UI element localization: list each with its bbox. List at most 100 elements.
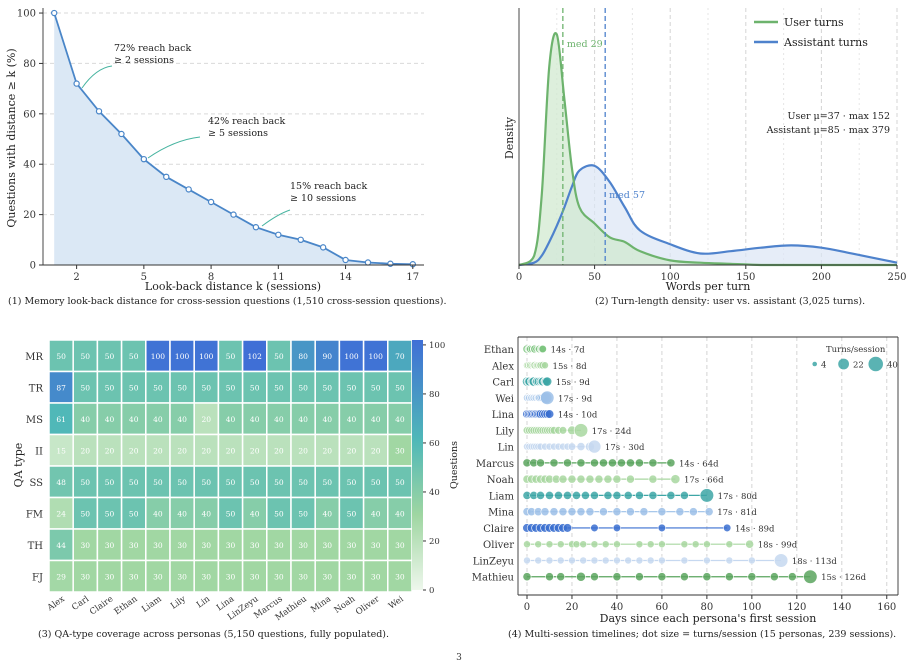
timeline-persona-label: Wei [495,394,514,405]
heatmap-cell-value: 50 [250,478,260,487]
timeline-session-dot [541,361,549,370]
timeline-session-dot [646,540,655,549]
heatmap-cell-value: 90 [323,352,333,361]
timeline-session-dot [691,540,700,549]
heatmap-cell-value: 50 [81,478,91,487]
heatmap-cell-value: 30 [371,572,381,581]
p1-xtick-label: 11 [272,272,285,283]
p4-legend-title: Turns/session [826,345,886,355]
p1-point [163,173,170,181]
heatmap-cell-value: 50 [129,509,139,518]
p3-caption: (3) QA-type coverage across personas (5,… [38,629,389,640]
timeline-session-dot [599,507,608,517]
heatmap-cell [145,528,171,562]
timeline-session-dot [572,490,581,500]
heatmap-cell [338,402,365,436]
heatmap-cell-value: 80 [298,352,308,361]
heatmap-cell-value: 50 [274,352,284,361]
heatmap-cell-value: 30 [250,572,260,581]
timeline-session-dot [773,553,789,568]
p1-point [207,198,215,206]
heatmap-cell-value: 24 [56,509,66,518]
colorbar-tick-label: 100 [429,341,445,351]
p3-ylabel: QA type [12,443,25,488]
heatmap-cell [193,402,220,436]
panel-timelines: Ethan 14s · 7d Alex 15s · 8d Carl 15s · 9d Wei… [472,336,899,640]
timeline-session-dot [623,490,633,500]
timeline-session-dot [540,390,555,405]
heatmap-cell-value: 30 [226,541,236,550]
heatmap-cell [387,402,413,436]
timeline-session-dot [725,556,734,565]
p4-xtick-label: 100 [742,602,761,613]
heatmap-cell [241,402,268,436]
heatmap-cell [145,559,171,593]
user-density-area [519,33,897,265]
heatmap-cell [48,339,74,373]
heatmap-cell [266,559,292,593]
timeline-row: Oliver 18s · 99d [483,539,798,551]
timeline-session-dot [747,556,756,565]
heatmap-row-label: FM [26,509,43,520]
heatmap-cell-value: 100 [369,352,384,361]
heatmap-cell [193,465,220,499]
heatmap-cell-value: 50 [298,383,308,392]
p1-ytick-label: 40 [23,160,36,171]
heatmap-cell-value: 30 [323,572,333,581]
timeline-session-dot [590,556,599,565]
heatmap-cell-value: 50 [298,509,308,518]
timeline-persona-label: LinZeyu [473,556,515,567]
p1-annotation-2b: ≥ 5 sessions [208,128,268,139]
timeline-session-dot [603,474,613,484]
heatmap-cell [217,339,244,373]
heatmap-cell [72,559,99,593]
timeline-persona-label: Lin [498,443,515,454]
panel-heatmap: 50 50 50 50 100 100 100 50 102 50 80 90 100 100 70 87 50… [12,339,460,640]
colorbar-label: Questions [449,441,460,489]
heatmap-row-label: FJ [32,572,43,583]
timeline-session-dot [563,490,572,500]
timeline-session-dot [666,490,676,500]
heatmap-cell-value: 100 [151,352,166,361]
heatmap-cell-value: 50 [105,478,115,487]
heatmap-cell [290,496,316,530]
heatmap-cell-value: 15 [56,446,66,455]
heatmap-cell-value: 40 [274,415,284,424]
timeline-session-dot [612,523,622,533]
heatmap-cell-value: 50 [81,509,91,518]
heatmap-cell-value: 44 [56,541,66,550]
heatmap-cell-value: 40 [81,415,91,424]
heatmap-cell-value: 30 [298,541,308,550]
timeline-session-dot [536,458,545,468]
timeline-persona-label: Alex [491,361,514,372]
p4-legend-dot [838,358,849,370]
heatmap-cell-value: 40 [395,415,405,424]
heatmap-cell-value: 50 [226,352,236,361]
heatmap-cell-value: 50 [81,352,91,361]
timeline-session-dot [657,523,667,533]
heatmap-cell-value: 20 [371,446,381,455]
heatmap-cell-value: 50 [129,352,139,361]
heatmap-cell [96,433,123,467]
timeline-session-dot [635,490,644,500]
timeline-session-dot [635,572,644,582]
timeline-row: Mathieu 15s · 126d [472,569,867,584]
heatmap-cell-value: 40 [250,509,260,518]
timeline-session-dot [536,490,545,500]
heatmap-cell [72,433,99,467]
timeline-session-dot [590,490,599,500]
timeline-summary-label: 15s · 8d [553,362,588,372]
heatmap-cell-value: 50 [105,509,115,518]
timeline-persona-label: Lina [492,410,514,421]
p4-legend-label: 4 [821,361,826,371]
p4-xtick-label: 80 [701,602,714,613]
colorbar-tick-label: 20 [429,537,440,547]
heatmap-cell [96,528,123,562]
heatmap-cell [193,559,220,593]
timeline-row: Lily 17s · 24d [495,423,632,438]
timeline-session-dot [803,569,818,584]
timeline-session-dot [722,523,732,533]
heatmap-cell-value: 20 [323,446,333,455]
p2-xtick-label: 100 [661,272,680,283]
p4-xtick-label: 60 [656,602,669,613]
